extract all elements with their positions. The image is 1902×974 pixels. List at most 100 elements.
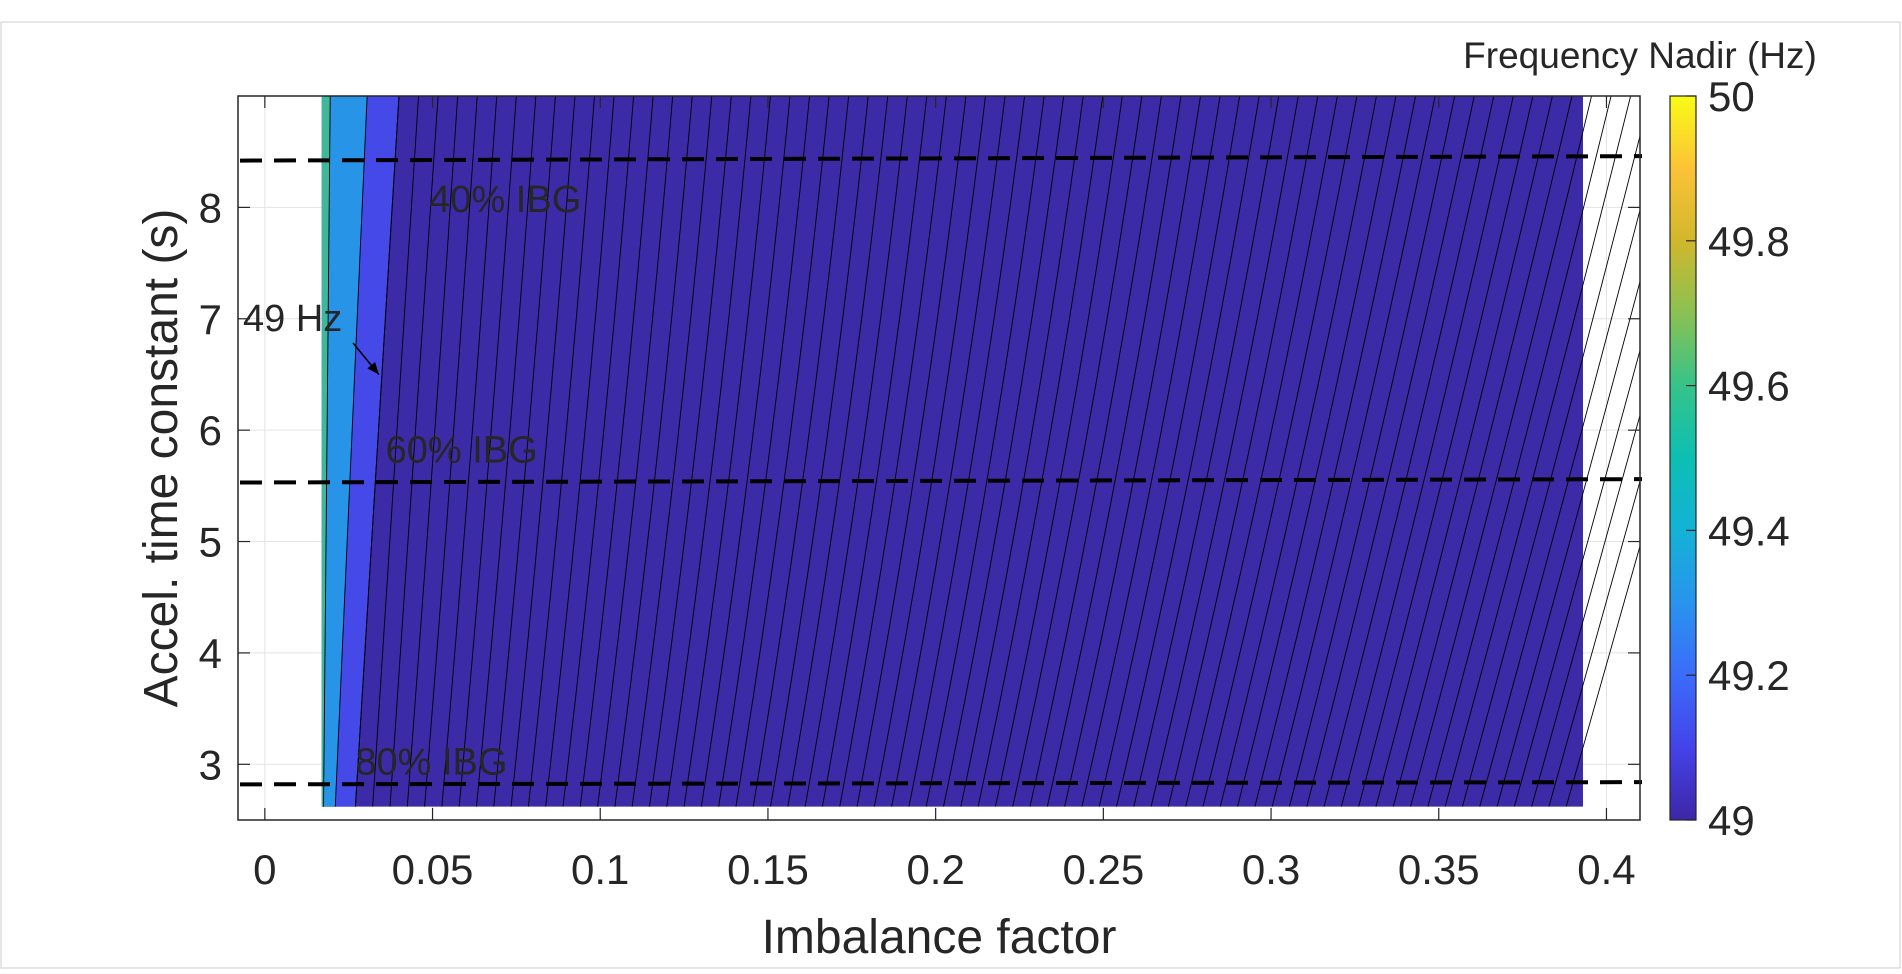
contour-line (1046, 96, 1182, 807)
contour-line (1323, 96, 1495, 807)
contour-line (1565, 544, 1640, 807)
y-axis-label: Accel. time constant (s) (135, 209, 188, 708)
contour-line (735, 96, 830, 807)
y-axis-ticks: 3 4 5 6 7 8 (199, 184, 1640, 788)
contour-line (406, 96, 459, 807)
contour-line (372, 96, 419, 807)
contour-line (1133, 96, 1280, 807)
contour-line (1237, 96, 1397, 807)
contour-line (700, 96, 791, 807)
contour-line (1029, 96, 1162, 807)
contour-line (1219, 96, 1377, 807)
contour-line (925, 96, 1045, 807)
y-tick-label: 8 (199, 184, 222, 231)
contour-line (1167, 96, 1319, 807)
contour-line (1116, 96, 1260, 807)
contour-line (1410, 96, 1592, 807)
contour-line (1513, 348, 1640, 807)
x-tick-label: 0.1 (571, 846, 629, 893)
annotation-label: 80% IBG (355, 741, 507, 783)
contour-line (856, 96, 967, 807)
contour-line (562, 96, 635, 807)
contour-line (493, 96, 556, 807)
contour-line (1340, 96, 1514, 807)
colorbar-tick-label: 49.8 (1708, 218, 1790, 265)
y-tick-label: 5 (199, 519, 222, 566)
contour-line (1150, 96, 1299, 807)
annotation-label: 40% IBG (429, 179, 581, 221)
x-tick-label: 0.25 (1062, 846, 1144, 893)
y-tick-label: 3 (199, 741, 222, 788)
colorbar-tick-label: 49 (1708, 797, 1755, 844)
contour-line (1375, 96, 1553, 807)
contour-line (1427, 96, 1612, 807)
x-tick-label: 0.05 (392, 846, 474, 893)
annotation-arrowhead (367, 362, 379, 375)
contour-line (666, 96, 752, 807)
contour-line (1289, 96, 1456, 807)
contour-line (1548, 480, 1640, 807)
annotation-label: 60% IBG (386, 429, 538, 471)
contour-line (1081, 96, 1221, 807)
contour-line (994, 96, 1123, 807)
contour-boundary (323, 96, 331, 807)
contour-line (510, 96, 576, 807)
contour-line (908, 96, 1026, 807)
annotations: 40% IBG 60% IBG 80% IBG 49 Hz (243, 179, 581, 783)
contour-line (649, 96, 732, 807)
contour-line (804, 96, 908, 807)
contour-line (1064, 96, 1201, 807)
y-tick-label: 6 (199, 407, 222, 454)
contour-line (943, 96, 1065, 807)
contour-line (752, 96, 850, 807)
contour-line (424, 96, 478, 807)
contour-line (1392, 96, 1573, 807)
contour-line (458, 96, 517, 807)
contour-line (718, 96, 810, 807)
contour-line (960, 96, 1084, 807)
contour-line (1496, 279, 1640, 807)
contour-lines (323, 96, 1640, 807)
contour-line (1098, 96, 1241, 807)
contour-line (441, 96, 498, 807)
contour-line (1479, 208, 1640, 807)
contour-line (891, 96, 1006, 807)
contour-line (476, 96, 537, 807)
x-tick-label: 0.3 (1242, 846, 1300, 893)
contour-line (545, 96, 615, 807)
contour-line (1444, 96, 1632, 807)
contour-boundary (354, 96, 400, 807)
reference-line (239, 780, 1643, 787)
colorbar-ticks: 49 49.2 49.4 49.6 49.8 50 (1686, 73, 1790, 844)
contour-line (1271, 96, 1436, 807)
reference-lines (239, 154, 1643, 787)
reference-line (239, 154, 1643, 163)
x-tick-label: 0.35 (1398, 846, 1480, 893)
contour-line (839, 96, 947, 807)
contour-line (683, 96, 771, 807)
colorbar-tick-label: 50 (1708, 73, 1755, 120)
plot-axes-box (237, 95, 1641, 821)
contour-line (1461, 134, 1640, 807)
y-tick-label: 7 (199, 296, 222, 343)
colorbar-tick-label: 49.6 (1708, 363, 1790, 410)
y-tick-label: 4 (199, 630, 222, 677)
colorbar-ramp (1669, 95, 1697, 821)
contour-line (1254, 96, 1417, 807)
contour-region (321, 96, 368, 807)
x-axis-label: Imbalance factor (762, 911, 1117, 964)
contour-line (770, 96, 869, 807)
x-tick-label: 0.4 (1577, 846, 1635, 893)
contour-line (787, 96, 889, 807)
colorbar-tick-label: 49.2 (1708, 652, 1790, 699)
x-axis-ticks: 0 0.05 0.1 0.15 0.2 0.25 0.3 0.35 0.4 (253, 96, 1636, 893)
x-tick-label: 0.2 (906, 846, 964, 893)
contour-line (631, 96, 713, 807)
contour-line (977, 96, 1104, 807)
contour-line (527, 96, 595, 807)
contour-line (1358, 96, 1534, 807)
contour-line (821, 96, 928, 807)
contour-line (614, 96, 693, 807)
